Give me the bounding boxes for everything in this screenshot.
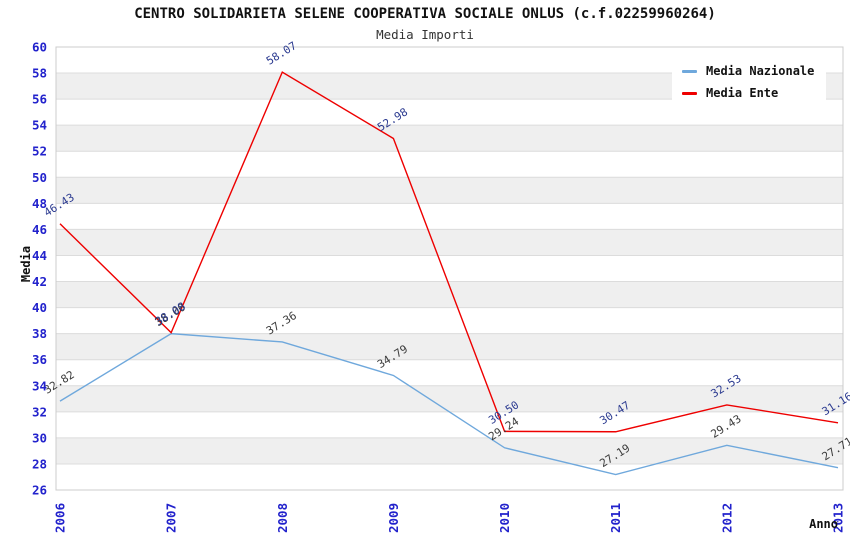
plot-frame: [55, 46, 844, 491]
y-tick-labels: 26 28 30 32 34 36 38 40 42 44 46 48 50 52 54 56 58 60: [32, 40, 47, 498]
chart-title: CENTRO SOLIDARIETA SELENE COOPERATIVA SO…: [134, 6, 716, 22]
y-tick-label: 56: [32, 92, 47, 107]
plot-band: [56, 385, 843, 412]
legend-label-media-nazionale: Media Nazionale: [706, 64, 815, 78]
plot-band: [56, 437, 843, 464]
y-tick-label: 54: [32, 118, 47, 133]
legend: Media Nazionale Media Ente: [672, 57, 827, 108]
x-axis-title: Anno: [809, 517, 838, 531]
y-tick-label: 38: [32, 326, 47, 341]
plot-band: [56, 125, 843, 152]
plot-band: [56, 307, 843, 334]
plot-band: [56, 463, 843, 490]
x-tick-label: 2006: [53, 503, 68, 533]
plot-band: [56, 203, 843, 230]
x-tick-label: 2013: [831, 503, 846, 533]
y-tick-label: 42: [32, 274, 47, 289]
plot-band: [56, 177, 843, 204]
y-tick-label: 40: [32, 300, 47, 315]
chart-subtitle: Media Importi: [376, 27, 474, 42]
legend-label-media-ente: Media Ente: [706, 86, 779, 100]
plot-band: [56, 255, 843, 282]
plot-band: [56, 151, 843, 178]
x-tick-label: 2012: [719, 503, 734, 533]
y-tick-label: 58: [32, 66, 47, 81]
x-tick-label: 2007: [164, 503, 179, 533]
plot-band: [56, 359, 843, 386]
legend-item-media-ente: Media Ente: [682, 86, 814, 100]
y-tick-label: 34: [32, 378, 47, 393]
y-tick-label: 60: [32, 40, 47, 55]
y-tick-label: 28: [32, 456, 47, 471]
plot-bands: [56, 47, 843, 490]
series-line-media-ente: [59, 71, 839, 433]
x-tick-label: 2011: [608, 503, 623, 533]
legend-item-media-nazionale: Media Nazionale: [682, 64, 814, 78]
series-lines: [59, 71, 839, 476]
x-tick-label: 2009: [386, 503, 401, 533]
y-tick-label: 50: [32, 170, 47, 185]
plot-frame-rect: [55, 46, 844, 491]
y-tick-label: 48: [32, 196, 47, 211]
series-line-media-nazionale: [59, 332, 839, 476]
plot-band: [56, 411, 843, 438]
x-tick-labels: 2006 2007 2008 2009 2010 2011 2012 2013: [53, 503, 846, 533]
y-axis-title: Media: [19, 246, 33, 282]
x-tick-label: 2008: [275, 503, 290, 533]
plot-band: [56, 333, 843, 360]
plot-band: [56, 229, 843, 256]
y-tick-label: 32: [32, 404, 47, 419]
y-tick-label: 46: [32, 222, 47, 237]
y-tick-label: 44: [32, 248, 47, 263]
legend-swatch-media-nazionale: [682, 69, 697, 73]
y-tick-label: 36: [32, 352, 47, 367]
legend-swatch-media-ente: [682, 91, 697, 95]
y-tick-label: 52: [32, 144, 47, 159]
y-tick-label: 30: [32, 430, 47, 445]
x-tick-label: 2010: [497, 503, 512, 533]
y-tick-label: 26: [32, 483, 47, 498]
